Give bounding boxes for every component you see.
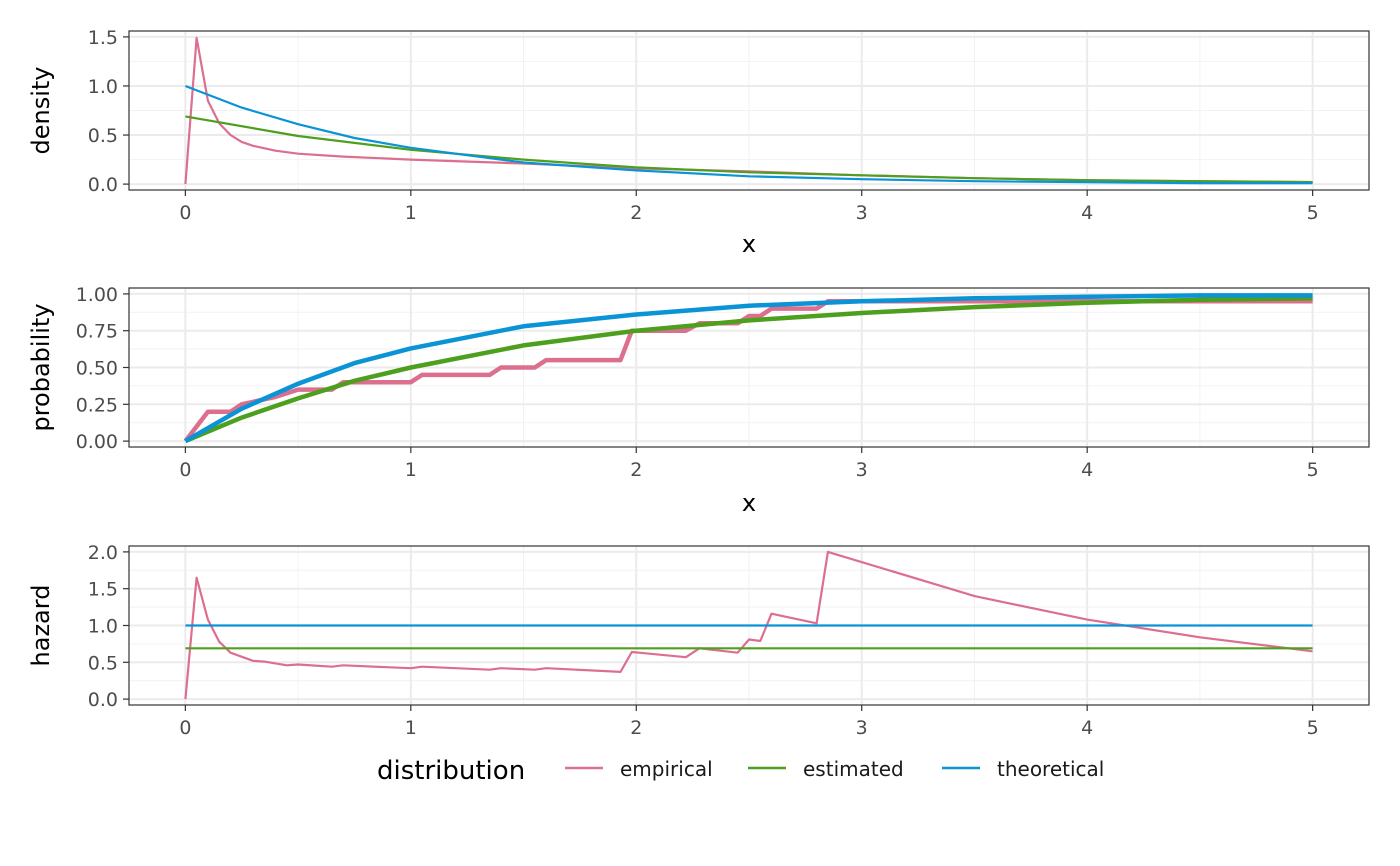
panel-probability: 0 1 2 3 4 5 0.00 0.25 0.50 0.75 1.00 x probability [27, 284, 1370, 517]
x-axis-title: x [742, 230, 756, 258]
y-tick-label: 0.0 [88, 689, 118, 711]
y-axis-title: hazard [27, 585, 55, 667]
series-line-estimated [184, 296, 1313, 444]
y-tick-label: 0.5 [88, 652, 118, 674]
x-tick-label: 0 [179, 202, 191, 224]
y-tick-label: 2.0 [88, 542, 118, 564]
x-tick-label: 4 [1081, 459, 1093, 481]
y-tick-label: 1.0 [88, 616, 118, 638]
legend-label-estimated: estimated [803, 757, 904, 781]
legend-title: distribution [377, 756, 525, 786]
series-line-estimated [185, 115, 1313, 184]
y-axis-title: density [27, 67, 55, 155]
panel-hazard: 0 1 2 3 4 5 0.0 0.5 1.0 1.5 2.0 hazard [27, 542, 1370, 739]
legend-label-theoretical: theoretical [997, 757, 1104, 781]
x-tick-label: 4 [1081, 717, 1093, 739]
legend-item-theoretical: theoretical [942, 757, 1104, 781]
y-tick-label: 0.75 [76, 321, 118, 343]
y-tick-label: 0.5 [88, 125, 118, 147]
y-tick-label: 1.5 [88, 27, 118, 49]
x-tick-label: 0 [179, 717, 191, 739]
series-line-theoretical [184, 293, 1313, 444]
y-axis-title: probability [27, 303, 55, 431]
y-tick-label: 0.0 [88, 174, 118, 196]
legend-items: empirical estimated theoretical [565, 757, 1104, 781]
x-tick-label: 2 [630, 202, 642, 224]
x-tick-label: 5 [1307, 459, 1319, 481]
x-tick-label: 5 [1307, 717, 1319, 739]
panel-border [128, 30, 1370, 191]
x-tick-label: 1 [405, 459, 417, 481]
x-tick-label: 3 [856, 459, 868, 481]
y-tick-label: 1.0 [88, 76, 118, 98]
x-tick-label: 1 [405, 717, 417, 739]
x-tick-label: 2 [630, 459, 642, 481]
y-tick-label: 0.50 [76, 358, 118, 380]
series-line-empirical [183, 299, 1313, 443]
series-line-empirical [184, 550, 1313, 700]
x-tick-label: 0 [179, 459, 191, 481]
x-tick-label: 2 [630, 717, 642, 739]
legend: distribution empirical estimated theoretic… [377, 756, 1104, 786]
x-tick-label: 4 [1081, 202, 1093, 224]
y-tick-label: 0.00 [76, 431, 118, 453]
x-tick-label: 3 [856, 202, 868, 224]
x-tick-label: 1 [405, 202, 417, 224]
x-tick-label: 3 [856, 717, 868, 739]
legend-item-estimated: estimated [748, 757, 904, 781]
legend-item-empirical: empirical [565, 757, 713, 781]
x-axis-title: x [742, 489, 756, 517]
legend-label-empirical: empirical [620, 757, 713, 781]
y-tick-label: 1.00 [76, 284, 118, 306]
panel-density: 0 1 2 3 4 5 0.0 0.5 1.0 1.5 x density [27, 27, 1370, 258]
series-line-theoretical [185, 84, 1313, 185]
y-tick-label: 1.5 [88, 579, 118, 601]
y-tick-label: 0.25 [76, 394, 118, 416]
x-tick-label: 5 [1307, 202, 1319, 224]
